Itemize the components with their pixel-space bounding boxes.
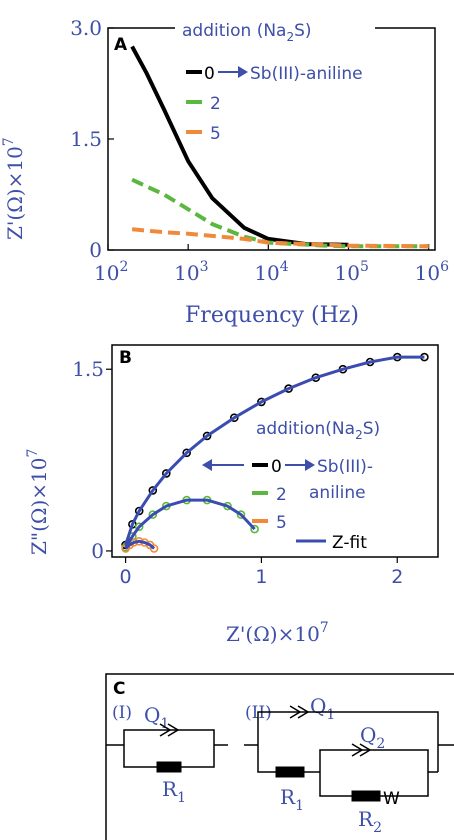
legend-b-left-arrow-head — [202, 459, 212, 471]
circuit-1-resistor-icon — [156, 761, 182, 773]
panel-a-xtick-label-0: 102 — [94, 259, 128, 285]
legend-b-label-series-0: 0 — [271, 457, 282, 477]
circuit-1-cpe-icon — [159, 723, 180, 737]
circuit-2-r1-icon — [275, 766, 305, 778]
panel-b-xlabel: Z'(Ω)×107 — [226, 620, 329, 646]
legend-label-series-1: 2 — [210, 94, 221, 114]
panel-b-fit-line-0 — [124, 355, 425, 546]
panel-b-xtick-label-2: 2 — [391, 566, 403, 588]
circuit-2-cpe2-icon — [351, 743, 372, 757]
panel-b-point-0-7 — [230, 413, 239, 423]
panel-b-point-0-8 — [257, 397, 266, 407]
legend-b-right-arrow-head — [305, 459, 315, 471]
panel-b-xtick-label-0: 0 — [120, 566, 132, 588]
legend-label-series-2: 5 — [210, 124, 221, 144]
legend-label-series-0: 0 — [204, 64, 215, 84]
circuit-2-q1-label: Q1 — [310, 694, 335, 723]
panel-a-legend: 0 Sb(III)-aniline 2 5 — [186, 64, 363, 144]
panel-a: A addition (Na2S) 102 103 104 105 106 3.0 1.5 0… — [1, 16, 449, 328]
panel-a-axis-ticks: 102 103 104 105 106 3.0 1.5 0 — [70, 16, 449, 285]
panel-b-point-0-6 — [202, 431, 212, 441]
circuit-1: (I) Q1 R1 — [106, 703, 228, 806]
panel-a-series-group — [130, 45, 429, 249]
panel-b-frame — [111, 344, 439, 558]
circuit-2: (II) Q1 R1 Q2 R2 W — [244, 694, 454, 836]
panel-a-series-line-2 — [131, 227, 429, 249]
circuit-1-wire-top — [123, 729, 215, 745]
panel-c-frame — [105, 673, 454, 840]
panel-b-point-1-9 — [250, 524, 259, 534]
circuit-2-cpe1-icon — [289, 705, 310, 719]
circuit-1-q-label: Q1 — [144, 703, 169, 732]
panel-a-frame — [107, 27, 436, 251]
panel-b-label: B — [119, 348, 132, 368]
circuit-2-r2-icon — [351, 790, 381, 802]
panel-a-ytick-label-2: 0 — [89, 238, 102, 262]
circuit-2-q2-label: Q2 — [360, 723, 385, 752]
legend-b-label-series-1: 2 — [276, 485, 287, 505]
panel-b-legend-title: addition(Na2S) — [256, 419, 380, 442]
legend-arrow-label: Sb(III)-aniline — [250, 64, 363, 84]
panel-a-xtick-label-1: 103 — [174, 259, 208, 285]
circuit-2-w-label: W — [383, 789, 400, 809]
panel-a-xtick-label-2: 104 — [254, 259, 288, 285]
panel-b-point-1-8 — [236, 510, 246, 519]
panel-a-xtick-label-4: 106 — [415, 259, 449, 285]
legend-b-arrow-label-2: aniline — [309, 483, 366, 503]
circuit-2-r2-label: R2 — [358, 807, 382, 836]
panel-a-legend-title: addition (Na2S) — [182, 21, 312, 44]
legend-arrow-head — [238, 66, 248, 78]
panel-a-ylabel: Z'(Ω)×107 — [1, 137, 27, 240]
panel-a-xlabel: Frequency (Hz) — [185, 303, 359, 328]
panel-b-point-2-6 — [149, 544, 159, 553]
panel-b-fit-line-2 — [124, 539, 156, 550]
panel-b-legend: addition(Na2S) 0 Sb(III)- aniline 2 5 Z-… — [202, 419, 380, 553]
panel-b: B 0 1 2 1.5 0 addition(Na2S) 0 Sb(III)- anil… — [25, 344, 439, 646]
panel-a-label: A — [114, 35, 128, 55]
legend-b-arrow-label-1: Sb(III)- — [317, 457, 373, 477]
panel-b-ytick-label-1: 0 — [91, 539, 104, 563]
panel-b-point-0-4 — [162, 469, 171, 478]
panel-a-ytick-label-0: 3.0 — [70, 16, 102, 40]
circuit-1-label: (I) — [112, 703, 132, 723]
panel-b-axis-ticks: 0 1 2 1.5 0 — [72, 357, 403, 588]
legend-b-label-series-2: 5 — [276, 513, 287, 533]
panel-b-point-1-3 — [148, 510, 158, 519]
panel-b-point-0-3 — [148, 486, 158, 495]
panel-b-point-0-5 — [182, 448, 191, 458]
panel-a-xtick-label-3: 105 — [334, 259, 368, 285]
panel-b-fit-line-1 — [124, 498, 256, 549]
panel-a-series-line-1 — [131, 177, 429, 249]
panel-b-point-1-2 — [134, 522, 144, 532]
circuit-1-r-label: R1 — [162, 777, 186, 806]
panel-c-label: C — [113, 679, 125, 699]
panel-b-ytick-label-0: 1.5 — [72, 357, 104, 381]
panel-c: C (I) Q1 R1 (II) Q1 R1 — [105, 673, 454, 840]
panel-b-ylabel: Z"(Ω)×107 — [25, 449, 51, 555]
circuit-2-r1-label: R1 — [280, 785, 304, 814]
panel-b-xtick-label-1: 1 — [255, 566, 267, 588]
panel-a-ytick-label-1: 1.5 — [70, 127, 102, 151]
panel-b-point-0-2 — [134, 506, 144, 516]
panel-b-series-group — [121, 352, 429, 553]
circuit-2-wire-top — [257, 711, 439, 745]
circuit-2-inner-top — [319, 749, 429, 772]
panel-a-legend-title-bg — [175, 18, 375, 40]
legend-b-fit-label: Z-fit — [332, 533, 367, 553]
